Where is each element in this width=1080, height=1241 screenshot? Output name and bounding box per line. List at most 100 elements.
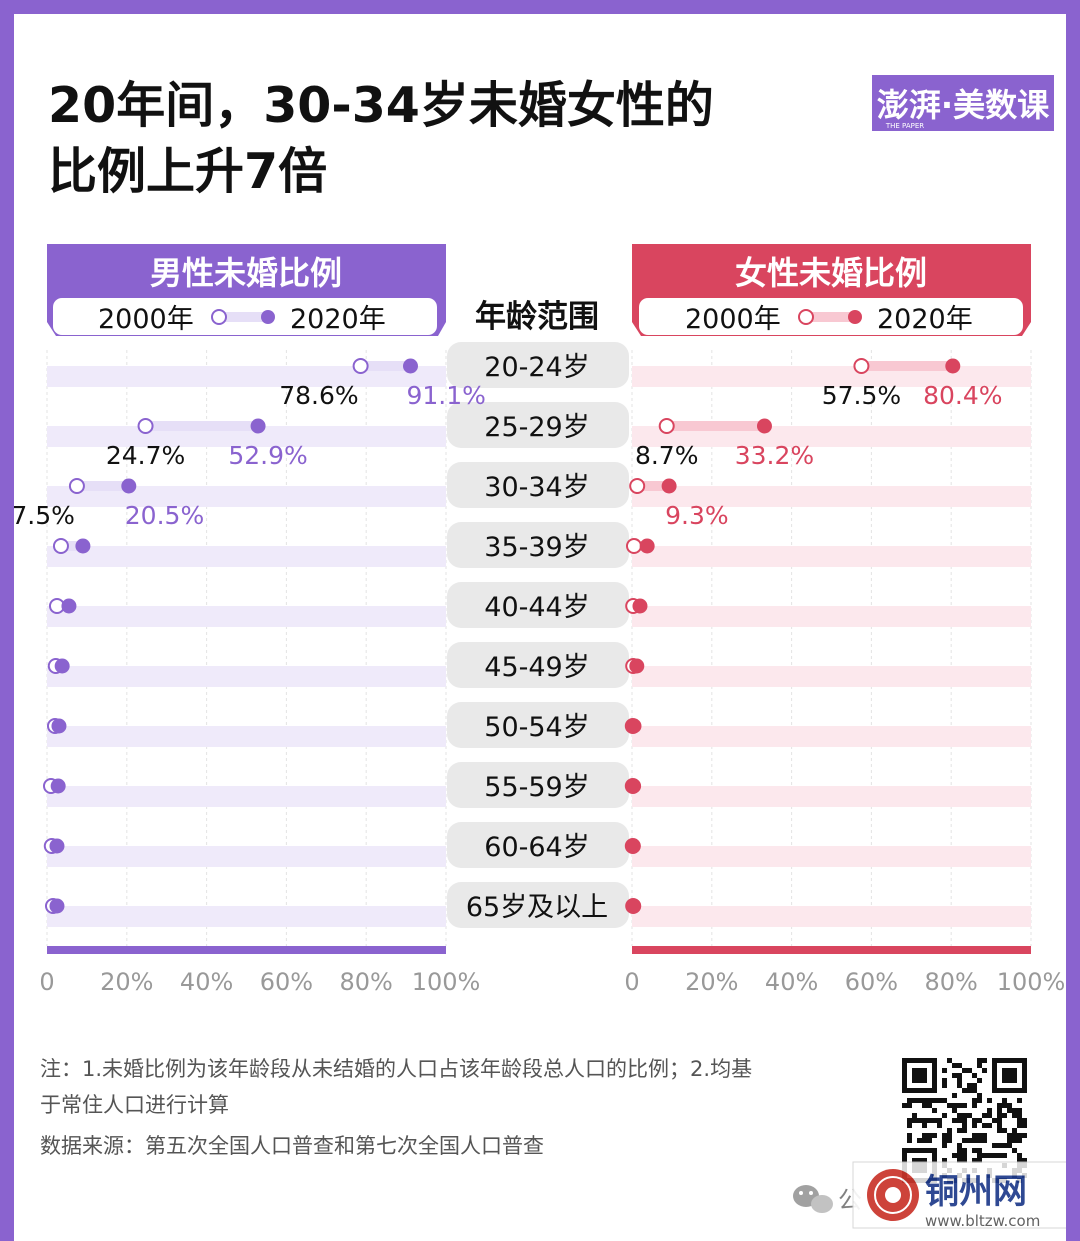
qr-module [1012,1148,1017,1153]
qr-module [962,1158,967,1163]
female-legend-dumbbell [798,309,862,325]
qr-module [1012,1113,1017,1118]
point-2000 [625,538,642,554]
qr-module [1017,1153,1022,1158]
qr-module [912,1098,917,1103]
point-2020 [945,358,961,374]
value-label-2000: 7.5% [14,501,75,530]
watermark: 公 铜州网 www.bltzw.com [793,1161,1066,1230]
age-range-label: 35-39岁 [484,532,589,563]
qr-module [1017,1138,1022,1143]
qr-module [1012,1128,1017,1133]
qr-module [922,1133,927,1138]
qr-module [962,1068,967,1073]
point-2020 [626,898,642,914]
qr-module [1012,1108,1017,1113]
qr-module [957,1083,962,1088]
age-pill [447,642,629,688]
row-bar [47,906,446,927]
value-label-2020: 80.4% [923,381,1002,410]
age-range-label: 45-49岁 [484,652,589,683]
qr-module [957,1148,962,1153]
qr-module [942,1138,947,1143]
male-panel-header: 男性未婚比例 2000年 2020年 [47,244,446,336]
qr-module [1017,1113,1022,1118]
qr-module [1007,1108,1012,1113]
qr-module [957,1158,962,1163]
age-pill [447,462,629,508]
qr-module [942,1098,947,1103]
x-tick-label: 60% [260,968,313,996]
qr-module [997,1153,1002,1158]
qr-module [997,1143,1002,1148]
qr-module [1007,1138,1012,1143]
qr-module [977,1118,982,1123]
qr-module [992,1143,997,1148]
x-tick-label: 0 [39,968,54,996]
qr-module [927,1118,932,1123]
qr-module [977,1158,982,1163]
qr-module [932,1133,937,1138]
qr-module [987,1108,992,1113]
qr-module [997,1113,1002,1118]
qr-module [957,1103,962,1108]
qr-module [957,1153,962,1158]
x-tick-label: 80% [925,968,978,996]
qr-module [977,1133,982,1138]
row-bar [47,366,446,387]
x-tick-label: 60% [845,968,898,996]
age-range-label: 50-54岁 [484,712,589,743]
qr-module [927,1133,932,1138]
qr-module [972,1083,977,1088]
value-label-2020: 52.9% [228,441,307,470]
age-pills: 20-24岁 25-29岁 30-34岁 35-39岁 40-44岁 45-49岁 50-5… [447,342,629,928]
qr-module [912,1113,917,1118]
qr-module [972,1073,977,1078]
infographic-card: 20年间，30-34岁未婚女性的 比例上升7倍 澎湃·美数课 THE PAPER… [14,14,1066,1241]
qr-module [962,1103,967,1108]
qr-module [917,1138,922,1143]
qr-module [972,1158,977,1163]
x-tick-label: 100% [997,968,1066,996]
qr-module [962,1118,967,1123]
qr-module [977,1078,982,1083]
qr-module [907,1098,912,1103]
qr-module [912,1118,917,1123]
qr-module [982,1058,987,1063]
qr-module [937,1098,942,1103]
qr-module [997,1108,1002,1113]
qr-module [962,1138,967,1143]
qr-module [937,1123,942,1128]
point-2020 [626,778,642,794]
axis-tick-labels: 0 20% 40% 60% 80% 100% 0 20% 40% 60% 80% 100% [39,968,1065,996]
qr-module [1017,1108,1022,1113]
point-2020 [50,778,66,794]
qr-module [977,1138,982,1143]
point-2020 [61,598,77,614]
title-line1: 20年间，30-34岁未婚女性的 [48,77,714,134]
qr-module [972,1103,977,1108]
qr-module [927,1103,932,1108]
qr-module [977,1148,982,1153]
qr-module [982,1153,987,1158]
age-pill [447,762,629,808]
qr-module [922,1138,927,1143]
female-panel-header: 女性未婚比例 2000年 2020年 [632,244,1031,336]
value-label-2000: 8.7% [635,441,699,470]
row-bar [47,726,446,747]
qr-module [1017,1118,1022,1123]
female-legend-year-a: 2000年 [685,304,781,335]
qr-module [1002,1113,1007,1118]
qr-module [942,1133,947,1138]
value-label-2020: 91.1% [406,381,485,410]
qr-module [947,1138,952,1143]
qr-module [922,1118,927,1123]
qr-module [972,1133,977,1138]
x-tick-label: 100% [412,968,481,996]
qr-module [962,1128,967,1133]
point-2020 [75,538,91,554]
qr-module [907,1123,912,1128]
point-2020 [402,358,418,374]
x-tick-label: 40% [765,968,818,996]
qr-module [952,1118,957,1123]
